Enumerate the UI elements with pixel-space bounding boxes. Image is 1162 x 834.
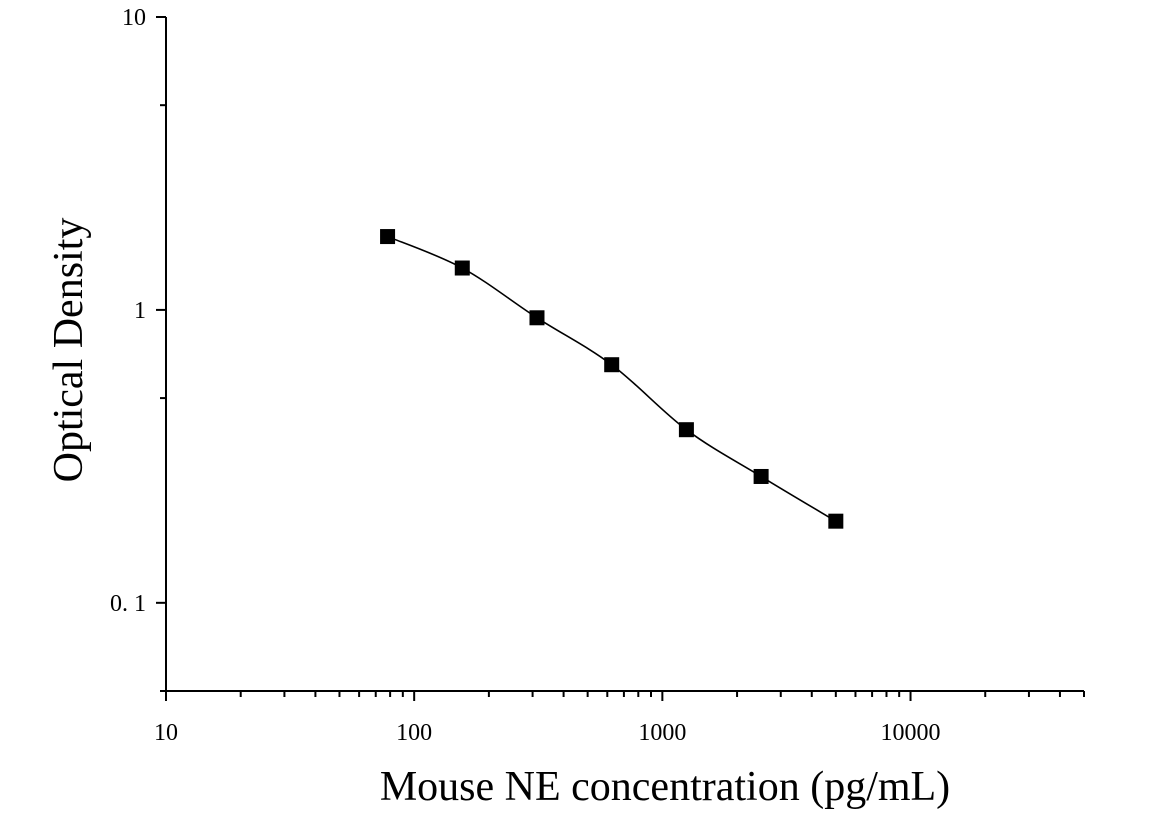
x-tick-label: 10 xyxy=(154,720,178,746)
axes xyxy=(165,17,1084,692)
data-point xyxy=(753,468,769,484)
ticks xyxy=(156,16,1085,701)
x-tick-label: 100 xyxy=(396,720,432,746)
y-axis-title: Optical Density xyxy=(46,218,92,483)
y-tick-label: 0. 1 xyxy=(110,591,146,617)
tick-labels: 10 100 1000 10000 0. 1 1 10 xyxy=(110,5,941,746)
y-tick-label: 10 xyxy=(122,5,146,31)
data-points xyxy=(380,229,844,529)
data-point xyxy=(529,310,545,326)
x-axis-title: Mouse NE concentration (pg/mL) xyxy=(380,764,950,810)
x-tick-label: 10000 xyxy=(881,720,941,746)
data-point xyxy=(678,422,694,438)
x-tick-label: 1000 xyxy=(638,720,686,746)
data-point xyxy=(828,513,844,529)
y-tick-label: 1 xyxy=(134,298,146,324)
data-point xyxy=(604,357,620,373)
data-point xyxy=(380,229,396,245)
data-point xyxy=(454,260,470,276)
